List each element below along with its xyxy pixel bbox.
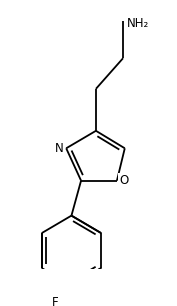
Text: O: O	[119, 174, 129, 187]
Text: NH₂: NH₂	[127, 17, 149, 30]
Text: N: N	[55, 142, 64, 155]
Text: F: F	[52, 296, 59, 306]
